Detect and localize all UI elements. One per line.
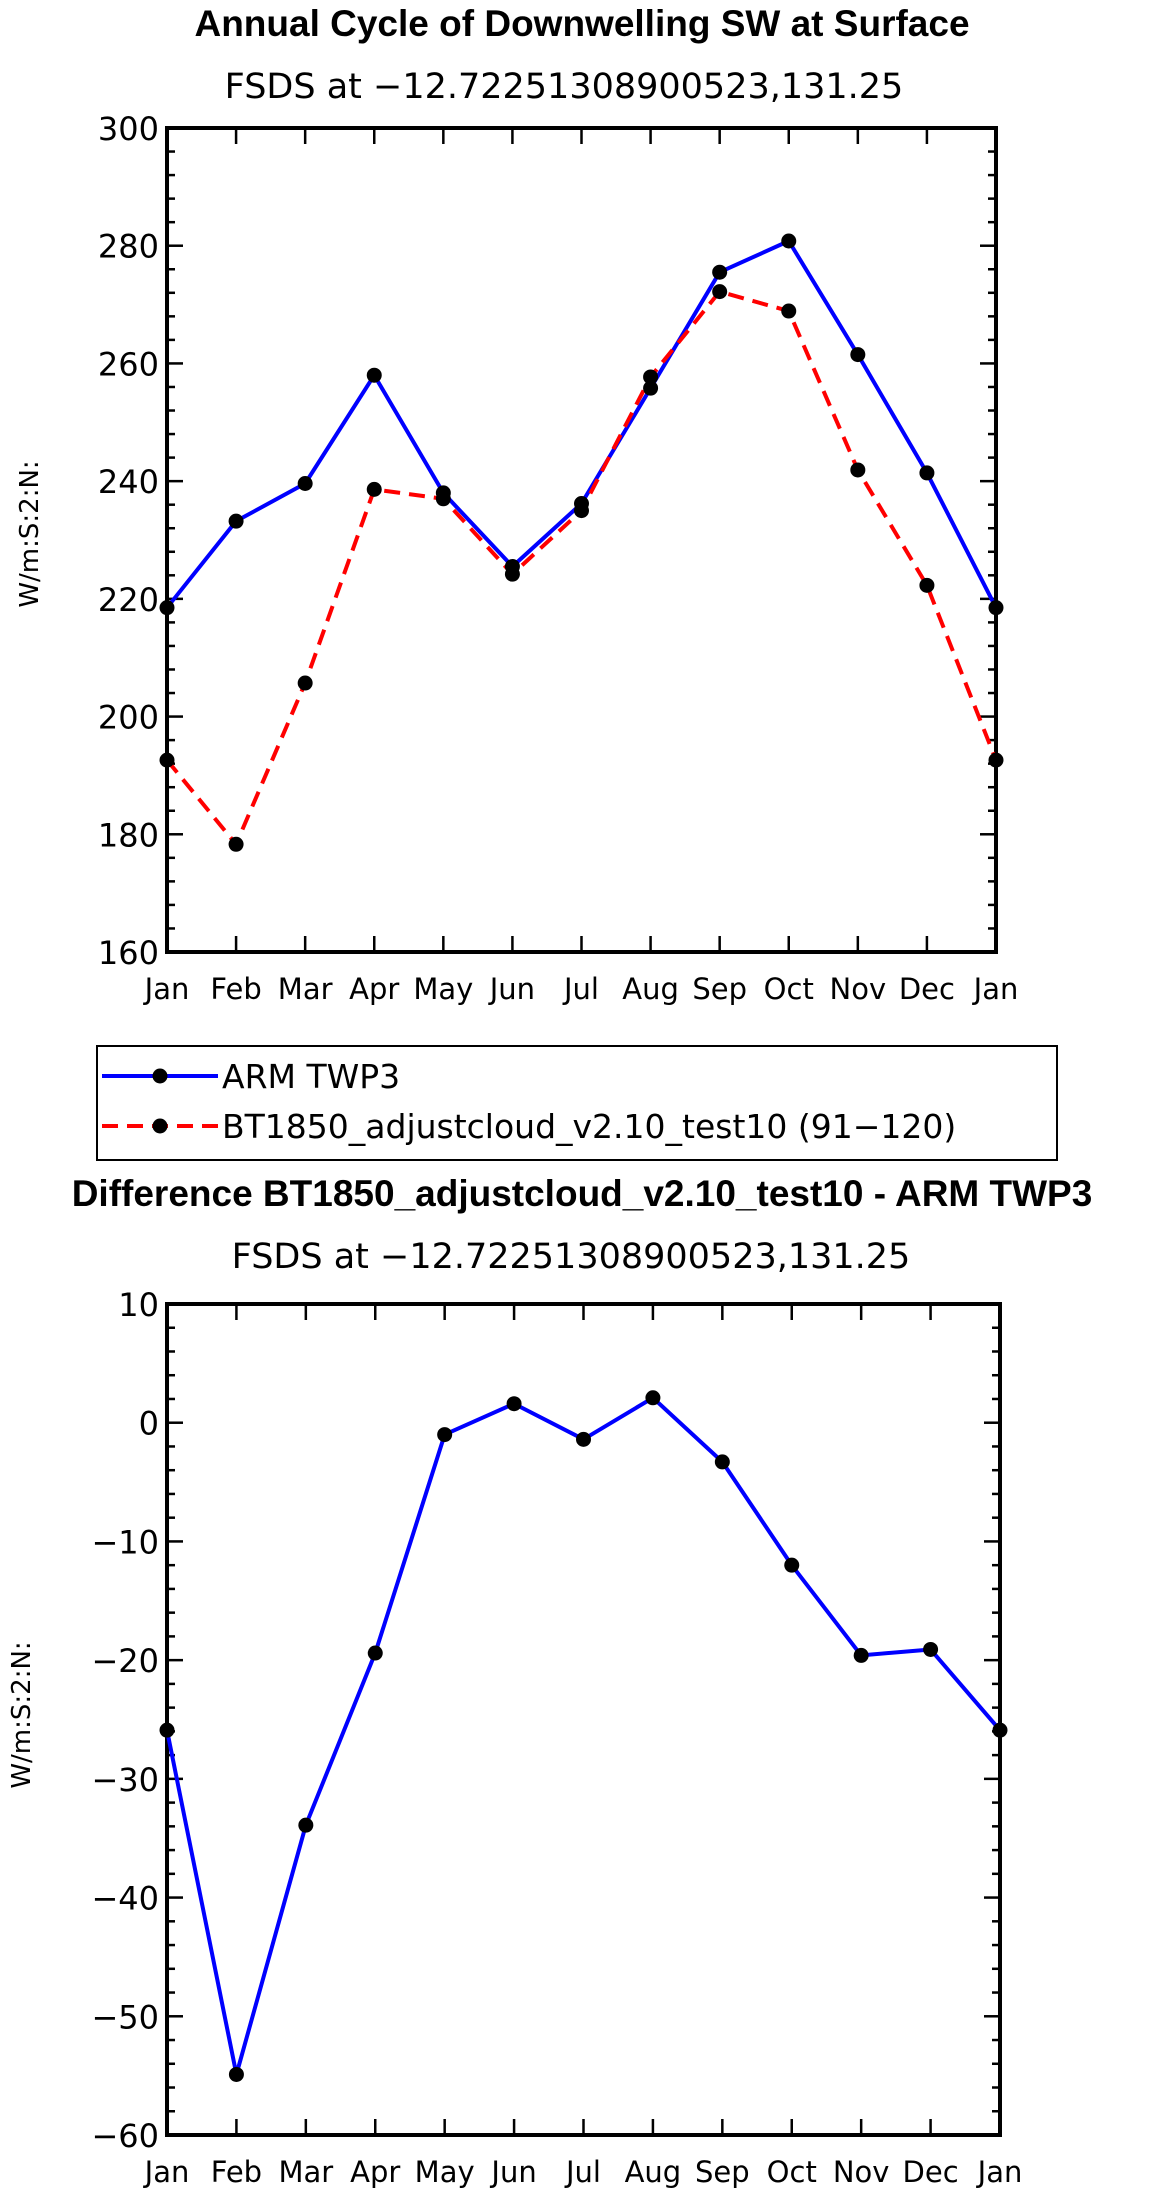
y-tick-label: 160 xyxy=(98,934,159,972)
x-tick-label: Aug xyxy=(625,2155,682,2189)
y-tick-label: −10 xyxy=(91,1523,159,1561)
x-tick-label: Feb xyxy=(210,972,261,1006)
y-tick-label: −30 xyxy=(91,1761,159,1799)
data-point-0-9 xyxy=(781,233,797,249)
data-point-1-0 xyxy=(159,752,175,768)
data-point-0-6 xyxy=(576,1431,591,1447)
x-tick-label: Jan xyxy=(143,972,190,1006)
data-point-1-5 xyxy=(504,566,520,582)
data-point-0-4 xyxy=(437,1427,453,1443)
legend-marker-model xyxy=(152,1118,168,1134)
x-tick-label: Jul xyxy=(564,2155,601,2189)
data-point-1-2 xyxy=(297,675,313,691)
x-tick-label: Apr xyxy=(350,2155,400,2189)
y-tick-label: −20 xyxy=(91,1642,159,1680)
data-point-1-1 xyxy=(228,836,244,852)
x-tick-label: Mar xyxy=(278,2155,333,2189)
data-point-0-11 xyxy=(919,465,935,481)
data-point-0-8 xyxy=(712,264,728,280)
chart1-plot-area: 160 180 200 220 240 260 280 300 Jan Feb Mar Apr May J… xyxy=(98,110,1018,1006)
data-point-0-1 xyxy=(228,513,244,529)
data-point-0-12 xyxy=(988,600,1004,616)
y-tick-label: 0 xyxy=(139,1405,159,1443)
legend-label-model: BT1850_adjustcloud_v2.10_test10 (91−120) xyxy=(222,1107,956,1146)
data-point-0-3 xyxy=(367,1645,383,1661)
data-point-1-4 xyxy=(435,491,451,507)
x-tick-label: May xyxy=(413,972,473,1006)
x-tick-label: Jan xyxy=(972,972,1019,1006)
data-point-1-8 xyxy=(712,284,728,300)
x-tick-label: May xyxy=(415,2155,475,2189)
x-tick-label: Jul xyxy=(562,972,599,1006)
x-tick-label: Sep xyxy=(695,2155,750,2189)
x-tick-label: Jun xyxy=(488,972,535,1006)
y-tick-label: −40 xyxy=(91,1880,159,1918)
x-tick-label: Dec xyxy=(903,2155,959,2189)
data-point-0-10 xyxy=(850,347,866,363)
y-tick-label: 200 xyxy=(98,699,159,737)
x-tick-label: Jan xyxy=(143,2155,190,2189)
x-tick-label: Aug xyxy=(622,972,679,1006)
chart2-subtitle: FSDS at −12.72251308900523,131.25 xyxy=(232,1237,911,1277)
x-tick-label: Oct xyxy=(764,972,814,1006)
chart-difference: Difference BT1850_adjustcloud_v2.10_test… xyxy=(7,1173,1092,2189)
y-tick-label: 240 xyxy=(98,463,159,501)
legend-marker-arm xyxy=(152,1068,168,1084)
data-point-0-8 xyxy=(714,1454,730,1470)
data-point-0-0 xyxy=(159,1722,175,1738)
y-tick-label: 180 xyxy=(98,816,159,854)
data-point-0-5 xyxy=(506,1396,522,1412)
x-tick-label: Dec xyxy=(899,972,955,1006)
data-point-0-12 xyxy=(992,1722,1008,1738)
y-tick-label: 10 xyxy=(118,1286,159,1324)
chart1-legend: ARM TWP3 BT1850_adjustcloud_v2.10_test10… xyxy=(96,1045,1058,1161)
chart2-plot-area: −60 −50 −40 −30 −20 −10 0 10 Jan Feb Mar Apr May Jun J… xyxy=(91,1286,1022,2189)
chart-annual-cycle: Annual Cycle of Downwelling SW at Surfac… xyxy=(15,3,1018,1006)
chart2-y-axis-label: W/m:S:2:N: xyxy=(7,1641,37,1788)
chart2-title: Difference BT1850_adjustcloud_v2.10_test… xyxy=(72,1173,1093,1214)
data-point-1-3 xyxy=(366,481,382,497)
x-tick-label: Oct xyxy=(767,2155,817,2189)
data-point-1-6 xyxy=(574,503,589,519)
x-tick-label: Nov xyxy=(833,2155,890,2189)
x-tick-label: Jan xyxy=(976,2155,1023,2189)
y-tick-label: −50 xyxy=(91,1998,159,2036)
y-tick-label: 280 xyxy=(98,228,159,266)
legend-box xyxy=(96,1045,1058,1161)
x-tick-label: Sep xyxy=(692,972,747,1006)
data-point-0-7 xyxy=(645,1390,661,1406)
y-tick-label: −60 xyxy=(91,2117,159,2155)
data-point-1-9 xyxy=(781,303,797,319)
data-point-0-11 xyxy=(923,1641,939,1657)
x-tick-label: Apr xyxy=(349,972,399,1006)
data-point-1-11 xyxy=(919,577,935,593)
data-point-1-10 xyxy=(850,462,866,478)
y-tick-label: 260 xyxy=(98,345,159,383)
data-point-0-7 xyxy=(643,380,659,396)
data-point-0-9 xyxy=(784,1557,800,1573)
chart1-y-axis-label: W/m:S:2:N: xyxy=(15,460,45,607)
x-tick-label: Mar xyxy=(278,972,333,1006)
x-tick-label: Feb xyxy=(211,2155,262,2189)
data-point-1-7 xyxy=(643,369,659,385)
x-tick-label: Jun xyxy=(489,2155,536,2189)
legend-label-arm: ARM TWP3 xyxy=(222,1057,400,1096)
y-tick-label: 220 xyxy=(98,581,159,619)
data-point-0-0 xyxy=(159,600,175,616)
data-point-1-12 xyxy=(988,752,1004,768)
chart1-subtitle: FSDS at −12.72251308900523,131.25 xyxy=(225,67,904,107)
x-tick-label: Nov xyxy=(830,972,887,1006)
y-tick-label: 300 xyxy=(98,110,159,148)
data-point-0-2 xyxy=(298,1817,314,1833)
data-point-0-1 xyxy=(228,2066,244,2082)
chart1-title: Annual Cycle of Downwelling SW at Surfac… xyxy=(194,3,969,44)
data-point-0-3 xyxy=(366,367,382,383)
data-point-0-2 xyxy=(297,475,313,491)
data-point-0-10 xyxy=(853,1647,869,1663)
